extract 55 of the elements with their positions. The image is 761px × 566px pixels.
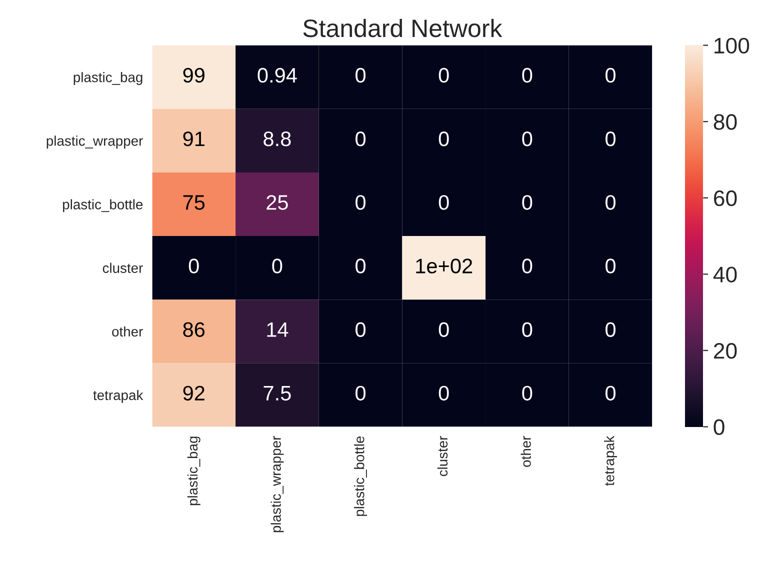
color-bar-label: 80 [714,114,737,130]
data-label: 0 [438,131,449,146]
data-label: 8.8 [264,131,291,146]
y-tick-label: plastic_wrapper [46,136,143,149]
data-label: 92 [183,386,204,401]
color-bar-label: 100 [714,38,750,54]
data-label: 0 [438,322,449,337]
data-label: 0 [438,68,449,83]
color-bar-label: 60 [714,190,737,206]
y-tick-label: cluster [102,262,143,273]
data-label: 7.5 [264,386,291,401]
y-tick-label: plastic_bag [74,72,142,85]
data-label: 0 [522,386,532,401]
chart-title: Standard Network [303,18,502,38]
x-tick-label: other [520,436,531,467]
data-label: 0 [438,195,449,210]
data-label: 0 [356,195,366,210]
data-label: 0 [606,131,616,146]
color-bar-label: 20 [714,343,737,359]
y-tick-label: plastic_bottle [63,199,143,212]
data-label: 0 [188,258,199,274]
data-label: 0 [606,195,616,210]
data-label: 0 [356,386,366,401]
data-label: 75 [183,195,205,210]
data-label: 0 [606,322,616,337]
color-bar-label: 0 [714,419,724,436]
x-tick-label: plastic_wrapper [270,436,284,532]
x-tick-label: plastic_bag [187,436,200,506]
data-label: 0 [606,386,616,401]
data-label: 91 [183,131,204,146]
data-label: 0 [272,258,282,274]
data-label: 0 [522,195,532,210]
data-label: 0 [522,68,532,83]
data-label: 1e+02 [416,258,472,274]
data-label: 0 [356,68,366,83]
y-tick-label: other [112,326,143,337]
data-label: 0 [438,386,449,401]
data-label: 25 [266,195,288,210]
x-tick-label: cluster [437,436,448,476]
y-tick-label: tetrapak [93,390,144,403]
data-label: 0 [606,258,616,274]
data-label: 0.94 [258,68,297,83]
data-label: 99 [183,68,204,83]
data-label: 0 [356,131,366,146]
data-label: 0 [356,322,366,337]
x-tick-label: plastic_bottle [354,436,367,516]
data-label: 14 [267,322,288,337]
data-label: 0 [522,322,532,337]
data-label: 86 [183,322,205,337]
data-label: 0 [606,68,616,83]
x-tick-label: tetrapak [604,436,617,486]
data-label: 0 [522,131,532,146]
data-label: 0 [522,258,532,274]
data-label: 0 [356,258,366,274]
color-bar-label: 40 [713,266,737,282]
